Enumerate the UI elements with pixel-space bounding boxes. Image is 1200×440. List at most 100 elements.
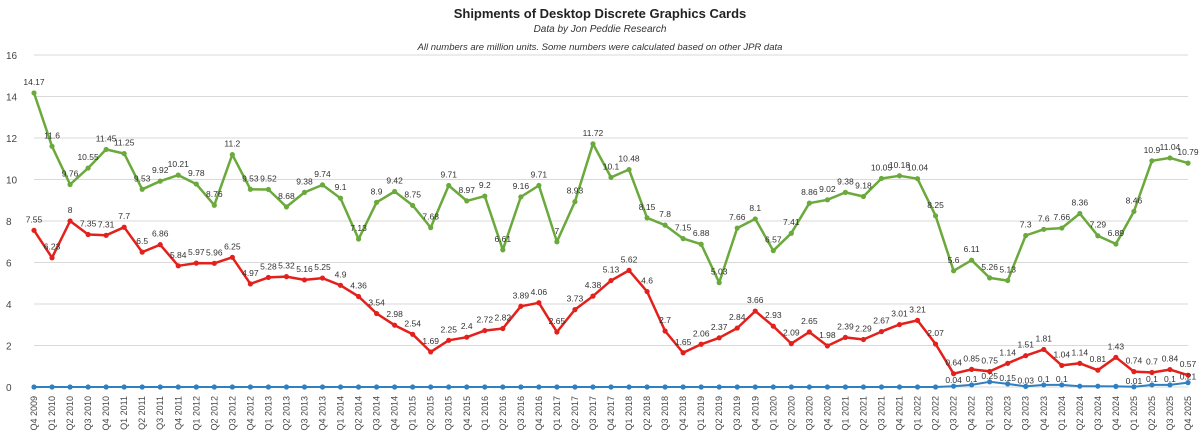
data-label: 7.55 [26, 214, 43, 224]
data-label: 0.64 [945, 358, 962, 368]
data-point [175, 172, 181, 178]
data-point [410, 384, 416, 390]
data-label: 10.05 [871, 162, 893, 172]
data-point [788, 384, 794, 390]
data-point [67, 181, 73, 188]
data-point [355, 293, 362, 300]
x-tick-label: Q1 2022 [913, 396, 923, 431]
data-label: 10.21 [168, 159, 190, 169]
data-point [392, 188, 398, 195]
data-point [446, 337, 452, 343]
x-tick-label: Q2 2013 [281, 396, 291, 431]
data-point [1185, 380, 1191, 386]
data-label: 7.35 [80, 218, 97, 228]
x-tick-label: Q1 2018 [624, 396, 634, 431]
data-point [139, 186, 145, 192]
data-point [265, 274, 272, 281]
data-label: 7 [555, 226, 560, 236]
data-label: 9.74 [314, 169, 331, 179]
x-tick-label: Q2 2024 [1075, 396, 1085, 431]
data-label: 1.04 [1054, 349, 1071, 359]
data-point [139, 384, 145, 390]
data-label: 5.62 [621, 254, 638, 264]
data-point [626, 384, 632, 390]
y-tick-label: 6 [6, 259, 12, 270]
data-point [355, 236, 362, 242]
data-label: 2.72 [477, 315, 494, 325]
data-label: 5.97 [188, 247, 205, 257]
data-point [1185, 160, 1191, 166]
data-label: 0.01 [1126, 376, 1143, 386]
data-point [987, 368, 993, 375]
data-label: 3.89 [513, 290, 530, 300]
data-point [247, 186, 253, 192]
y-tick-label: 4 [6, 300, 12, 311]
data-point [788, 230, 794, 236]
data-point [319, 182, 326, 188]
y-tick-label: 8 [6, 217, 12, 228]
data-label: 3.21 [909, 304, 926, 314]
data-point [572, 384, 578, 390]
data-point [770, 323, 776, 329]
data-point [1077, 383, 1083, 389]
data-label: 9.71 [531, 170, 548, 180]
data-point [464, 334, 470, 340]
x-tick-label: Q3 2017 [588, 396, 598, 431]
data-label: 0.74 [1126, 356, 1143, 366]
data-point [896, 173, 903, 179]
data-point [914, 384, 921, 390]
x-tick-label: Q4 2014 [390, 396, 400, 431]
data-label: 0.7 [1146, 356, 1158, 366]
data-point [121, 384, 127, 390]
data-point [716, 384, 722, 390]
chart-subtitle: Data by Jon Peddie Research [533, 24, 667, 35]
data-label: 9.53 [134, 173, 151, 183]
data-label: 2.09 [783, 328, 800, 338]
data-point [1023, 232, 1029, 239]
data-point [969, 366, 975, 372]
data-label: 11.04 [1160, 142, 1181, 152]
data-point [229, 152, 235, 158]
data-point [31, 227, 37, 233]
data-point [428, 225, 434, 231]
x-tick-label: Q4 2022 [967, 396, 977, 431]
data-label: 8 [68, 205, 73, 215]
data-point [301, 277, 308, 283]
data-point [1059, 382, 1065, 388]
x-tick-label: Q4 2019 [750, 396, 760, 431]
data-point [914, 317, 921, 323]
data-point [626, 267, 632, 273]
data-point [554, 384, 560, 390]
data-label: 11.6 [44, 130, 60, 140]
data-label: 2.4 [461, 321, 473, 331]
data-point [301, 384, 308, 390]
data-point [878, 175, 885, 182]
data-point [518, 303, 524, 309]
data-label: 2.65 [801, 316, 818, 326]
data-label: 10.55 [77, 152, 99, 162]
x-tick-label: Q3 2013 [299, 396, 309, 431]
data-point [229, 384, 235, 390]
x-tick-label: Q2 2012 [209, 396, 219, 431]
x-tick-label: Q1 2010 [47, 396, 57, 431]
x-tick-label: Q2 2018 [642, 396, 652, 431]
data-label: 8.76 [206, 189, 223, 199]
data-point [373, 199, 380, 205]
data-point [1023, 383, 1029, 389]
data-label: 9.1 [335, 182, 347, 192]
data-point [157, 242, 163, 248]
data-point [950, 383, 957, 389]
data-label: 0.81 [1090, 354, 1107, 364]
chart-title: Shipments of Desktop Discrete Graphics C… [453, 6, 747, 21]
data-label: 8.97 [458, 185, 475, 195]
x-tick-label: Q1 2021 [840, 396, 850, 431]
x-tick-label: Q2 2010 [65, 396, 75, 431]
data-label: 7.29 [1090, 220, 1107, 230]
data-label: 0.57 [1180, 359, 1197, 369]
data-point [49, 255, 55, 261]
data-point [157, 384, 163, 390]
x-tick-label: Q3 2018 [660, 396, 670, 431]
data-point [590, 141, 596, 147]
data-point [482, 327, 488, 334]
data-label: 10.04 [907, 163, 929, 173]
